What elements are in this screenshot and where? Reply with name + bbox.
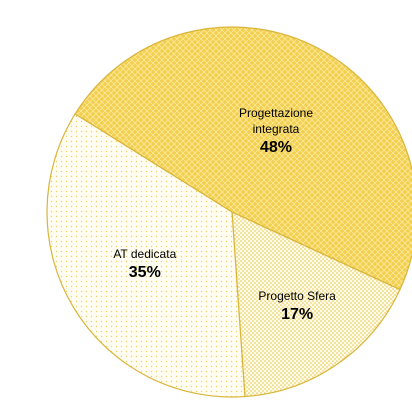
pie-slice [46, 113, 246, 398]
value-label: 35% [128, 264, 161, 282]
slice-label: Progettazione integrata 48% [221, 105, 331, 157]
value-label: 48% [259, 138, 292, 156]
category-label: Progettazione integrata [238, 105, 314, 136]
pie-slice [74, 26, 412, 291]
category-label: AT dedicata [113, 247, 177, 262]
slice-label: Progetto Sfera 17% [242, 288, 352, 324]
pie-slice [231, 211, 401, 398]
value-label: 17% [281, 306, 314, 324]
category-label: Progetto Sfera [258, 289, 336, 304]
slice-label: AT dedicata 35% [90, 246, 200, 282]
